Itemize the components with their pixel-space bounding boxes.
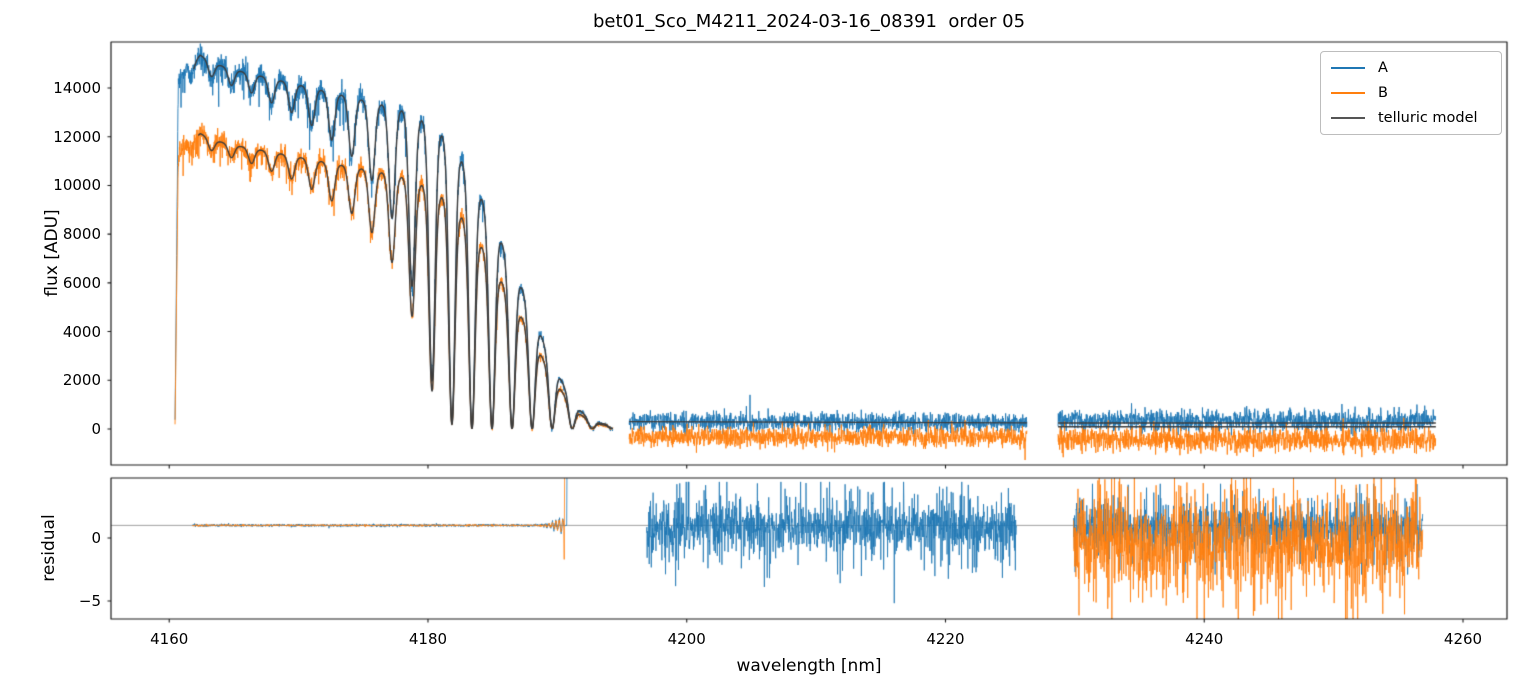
y-tick-label-flux: 4000 — [62, 322, 101, 341]
y-tick-label-flux: 12000 — [53, 127, 101, 146]
legend-label-a: A — [1378, 60, 1388, 77]
residual-axis-label: residual — [39, 514, 59, 582]
y-tick-label-flux: 14000 — [53, 79, 101, 98]
y-tick-label-flux: 8000 — [62, 225, 101, 244]
series-b-line-icon — [1331, 92, 1365, 94]
series-a-line-icon — [1331, 67, 1365, 70]
y-tick-label-residual: 0 — [91, 528, 101, 547]
x-tick-label: 4260 — [1443, 630, 1483, 648]
legend-label-telluric-model: telluric model — [1378, 109, 1478, 126]
y-tick-label-flux: 10000 — [53, 176, 101, 195]
x-tick-label: 4180 — [408, 630, 448, 648]
y-tick-label-residual: −5 — [78, 591, 101, 610]
telluric-model-line-icon — [1331, 116, 1365, 119]
legend-label-b: B — [1378, 85, 1388, 101]
legend: A B telluric model — [1320, 51, 1502, 135]
page-title: bet01_Sco_M4211_2024-03-16_08391 order 0… — [592, 11, 1026, 32]
x-tick-label: 4200 — [667, 630, 706, 648]
legend-item-b: B — [1331, 81, 1491, 106]
y-tick-label-flux: 0 — [91, 419, 101, 438]
legend-item-a: A — [1331, 56, 1491, 81]
y-tick-label-flux: 6000 — [62, 273, 101, 292]
x-tick-label: 4160 — [150, 630, 189, 648]
y-tick-label-flux: 2000 — [62, 371, 101, 390]
x-tick-label: 4220 — [926, 630, 965, 648]
x-tick-label: 4240 — [1185, 630, 1224, 648]
legend-item-telluric-model: telluric model — [1331, 105, 1491, 130]
wavelength-axis-label: wavelength [nm] — [736, 656, 882, 676]
